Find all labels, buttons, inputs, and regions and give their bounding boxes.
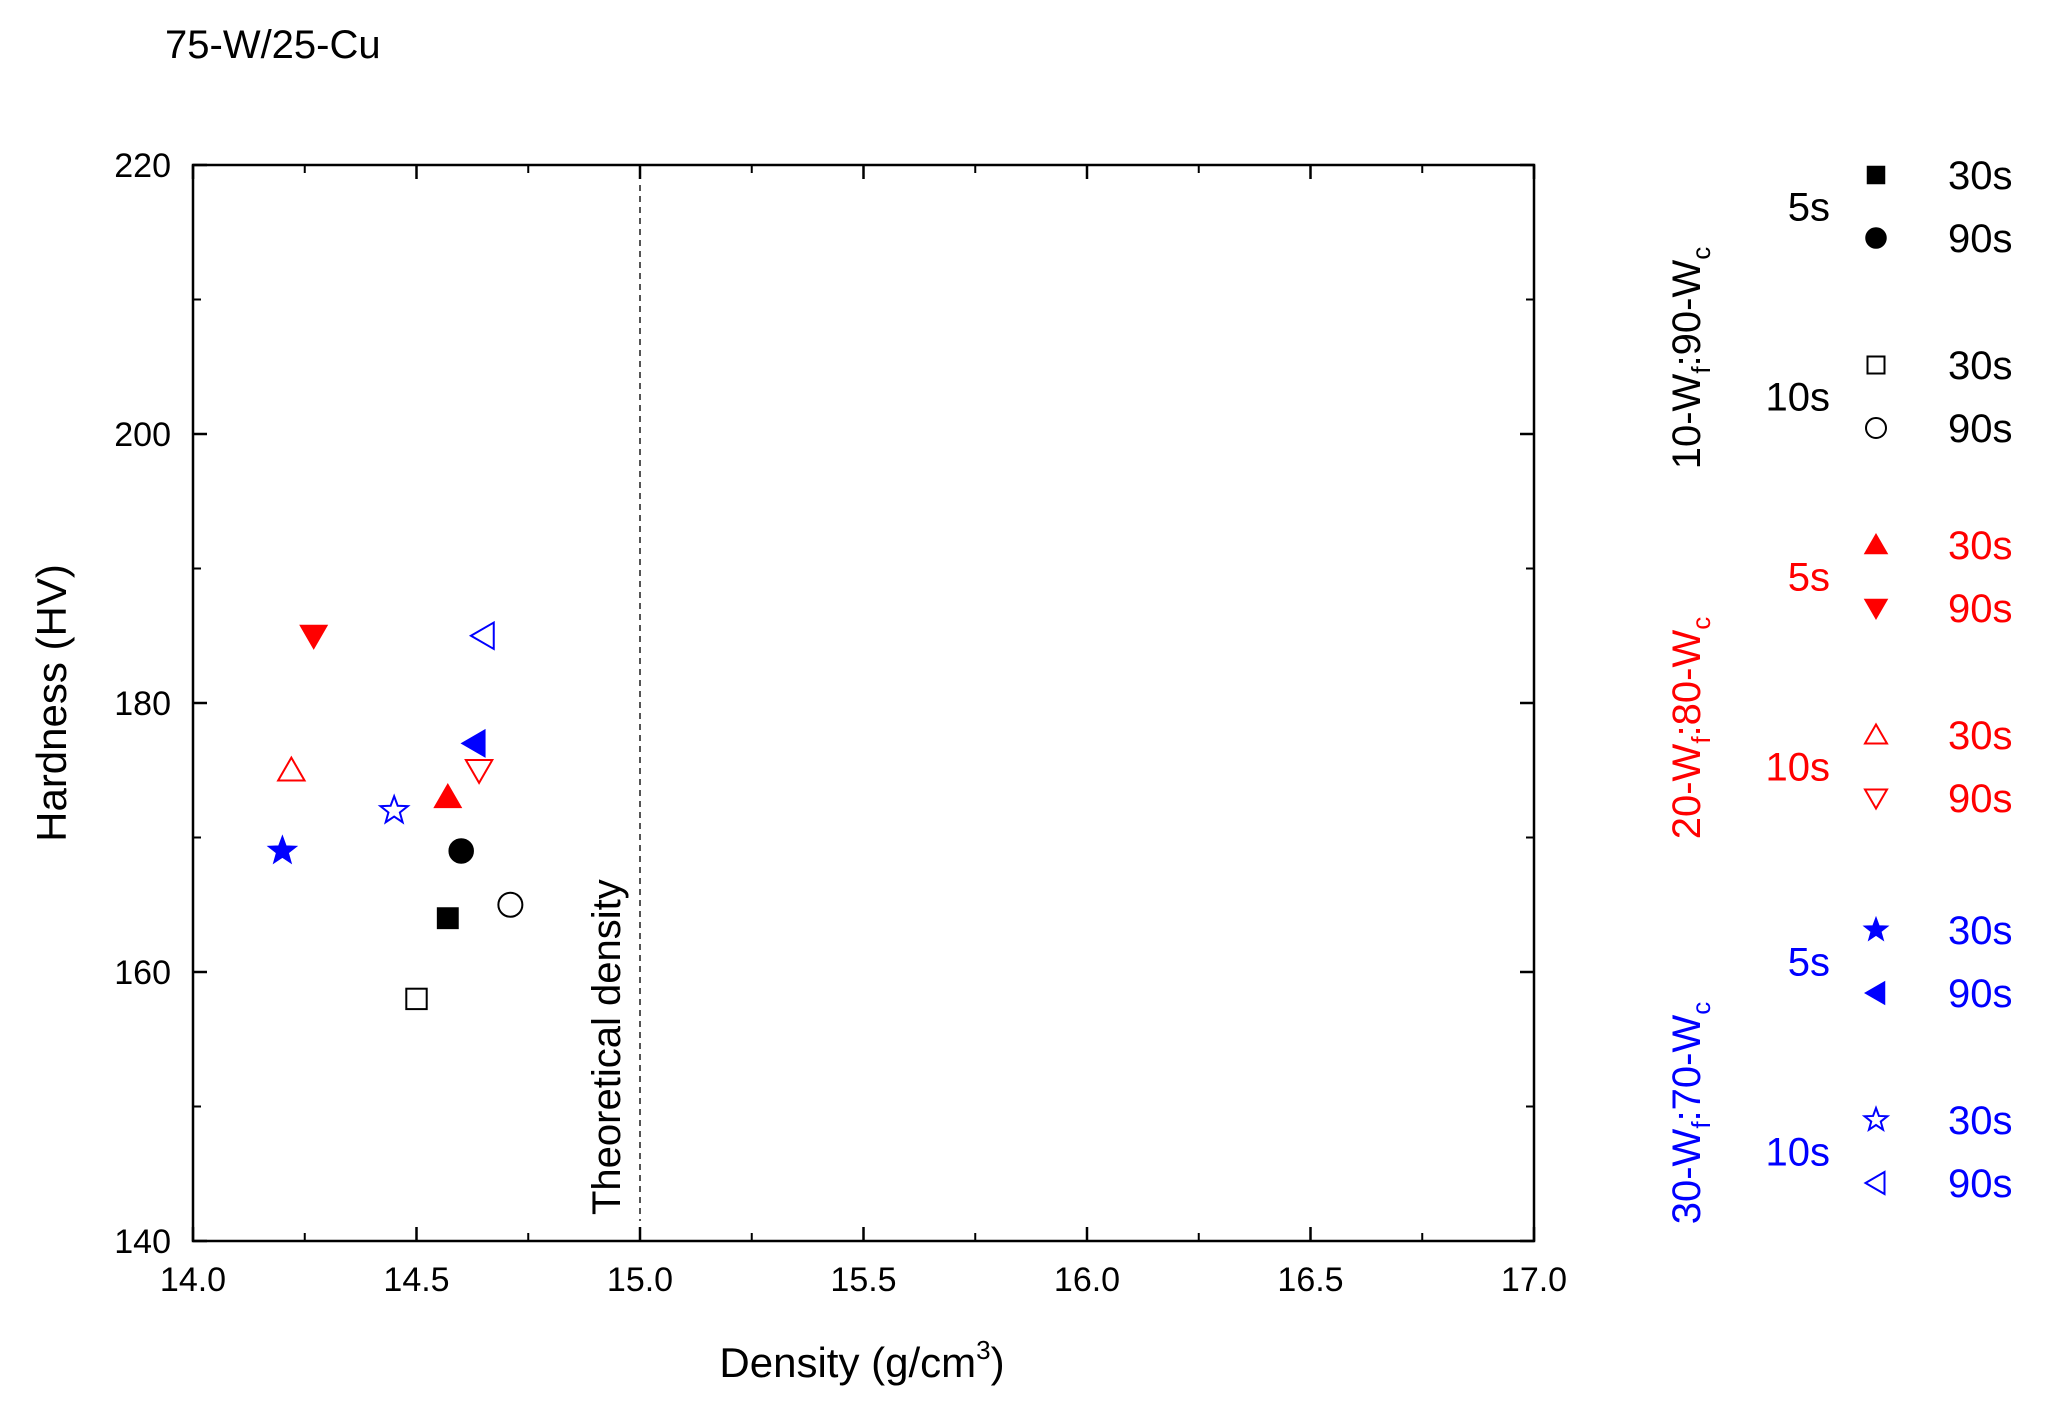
legend-marker [1865, 227, 1887, 249]
legend-marker [1861, 1105, 1891, 1133]
legend-marker [1866, 165, 1886, 185]
y-axis-label: Hardness (HV) [28, 564, 75, 842]
x-tick-label: 15.5 [830, 1261, 896, 1299]
x-tick-label: 14.5 [383, 1261, 449, 1299]
theoretical-density-label: Theoretical density [585, 879, 629, 1215]
legend-series-label: 30s [1948, 909, 2013, 953]
x-tick-label: 16.0 [1054, 1261, 1120, 1299]
legend-time-label: 5s [1788, 941, 1830, 985]
legend-marker [1863, 788, 1889, 811]
legend-marker [1864, 980, 1886, 1006]
legend-series-label: 90s [1948, 1162, 2013, 1206]
legend-time-label: 10s [1766, 746, 1831, 790]
legend-time-label: 5s [1788, 186, 1830, 230]
x-tick-label: 16.5 [1277, 1261, 1343, 1299]
data-point [464, 759, 495, 785]
legend-group-name: 30-Wf:70-Wc [1665, 1002, 1716, 1225]
data-point [448, 838, 474, 864]
data-point [497, 891, 524, 918]
legend-group-name: 10-Wf:90-Wc [1665, 247, 1716, 470]
y-tick-label: 180 [114, 685, 171, 723]
data-point [266, 834, 299, 865]
legend-series-label: 30s [1948, 1099, 2013, 1143]
legend: 10-Wf:90-Wc 5s 30s 90s 10s 30s 90s 20-Wf:80-Wc 5… [1665, 154, 2013, 1224]
x-tick-label: 14.0 [160, 1261, 226, 1299]
y-axis-ticks: 140 160 180 200 220 [114, 147, 1534, 1261]
data-point [299, 624, 329, 650]
data-point [405, 987, 428, 1011]
data-point [436, 907, 459, 930]
legend-series-label: 90s [1948, 777, 2013, 821]
data-points [266, 620, 524, 1011]
legend-group-name: 20-Wf:80-Wc [1665, 617, 1716, 840]
legend-time-label: 5s [1788, 556, 1830, 600]
legend-marker [1863, 533, 1889, 555]
legend-series-label: 30s [1948, 524, 2013, 568]
legend-marker [1863, 1170, 1886, 1196]
x-axis-label-superscript: 3 [976, 1335, 990, 1365]
plot-frame [191, 163, 1536, 1243]
legend-series-label: 90s [1948, 972, 2013, 1016]
plot-area: 14.0 14.5 15.0 15.5 16.0 16.5 17.0 140 160 180 20… [114, 147, 1567, 1299]
legend-marker [1863, 722, 1889, 745]
data-point [377, 793, 411, 825]
data-point [460, 728, 486, 758]
x-axis-label: Density (g/cm3) [719, 1335, 1004, 1386]
legend-time-label: 10s [1766, 1131, 1831, 1175]
x-tick-label: 15.0 [607, 1261, 673, 1299]
y-tick-label: 220 [114, 147, 171, 185]
x-axis-ticks: 14.0 14.5 15.0 15.5 16.0 16.5 17.0 [160, 165, 1567, 1299]
data-point [468, 620, 495, 651]
legend-marker [1863, 598, 1889, 620]
legend-series-label: 30s [1948, 714, 2013, 758]
legend-marker [1866, 355, 1886, 375]
legend-series-label: 30s [1948, 344, 2013, 388]
y-tick-label: 160 [114, 954, 171, 992]
legend-series-label: 90s [1948, 587, 2013, 631]
legend-series-label: 90s [1948, 217, 2013, 261]
legend-marker [1865, 417, 1887, 439]
legend-marker [1862, 915, 1890, 942]
legend-time-label: 10s [1766, 376, 1831, 420]
data-point [433, 783, 463, 809]
y-tick-label: 140 [114, 1223, 171, 1261]
y-tick-label: 200 [114, 416, 171, 454]
legend-series-label: 30s [1948, 154, 2013, 198]
chart-title: 75-W/25-Cu [165, 23, 381, 67]
legend-series-label: 90s [1948, 407, 2013, 451]
x-tick-label: 17.0 [1501, 1261, 1567, 1299]
data-point [276, 755, 307, 782]
